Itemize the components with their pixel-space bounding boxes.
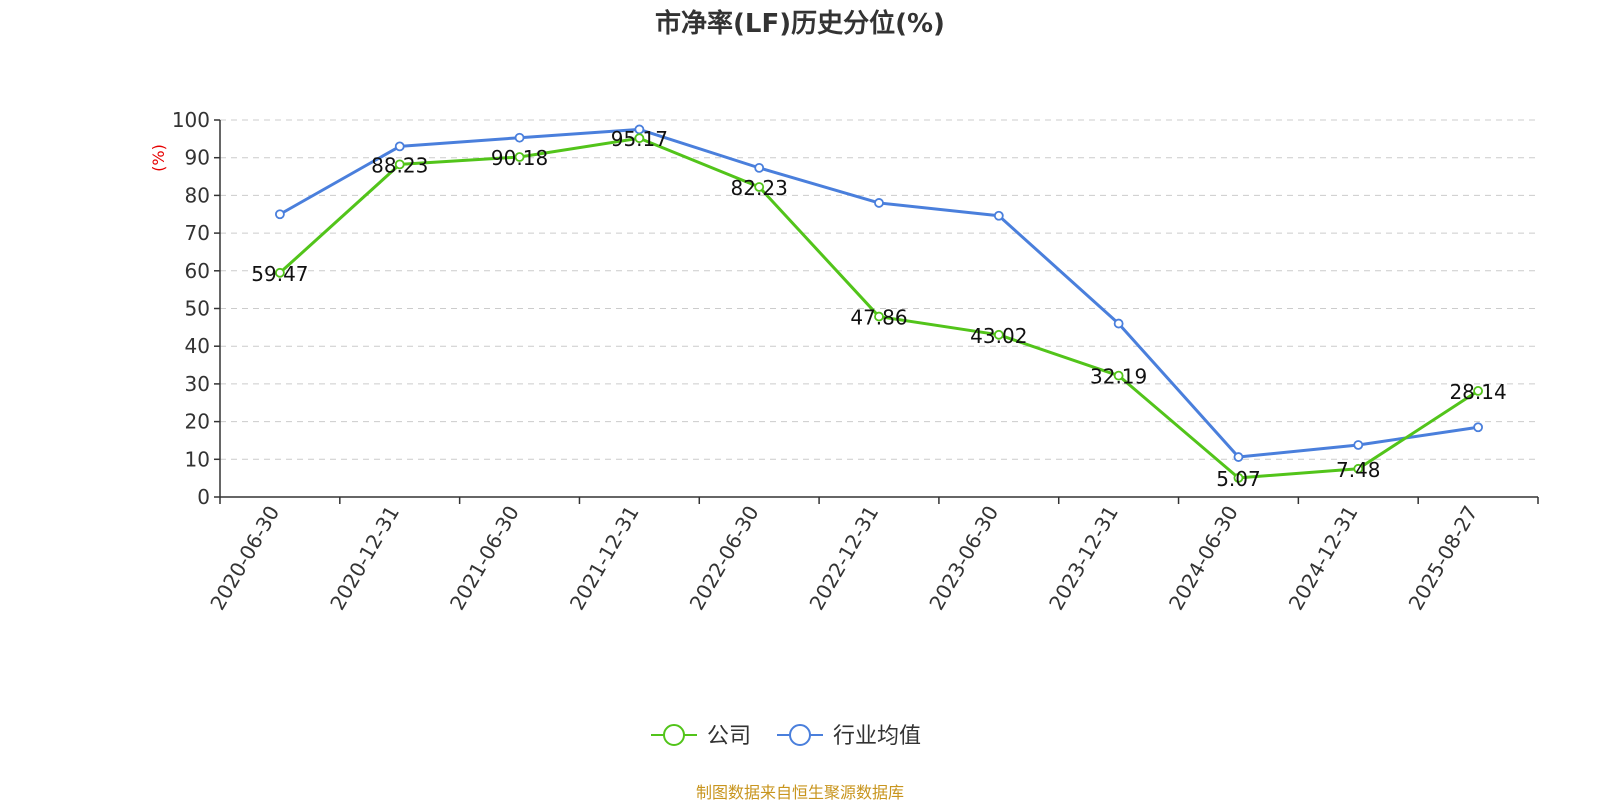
series-0-label-2: 90.18 bbox=[491, 146, 548, 170]
chart-title: 市净率(LF)历史分位(%) bbox=[655, 8, 945, 39]
label-layer: 59.47 88.23 90.18 95.17 82.23 47.86 43.02 32.19… bbox=[251, 127, 1506, 491]
series-0-point-6[interactable] bbox=[993, 329, 1004, 340]
x-tick-label-7: 2023-12-31 bbox=[1044, 502, 1123, 615]
legend-marker-0 bbox=[663, 724, 685, 746]
series-1-point-2[interactable] bbox=[514, 132, 525, 143]
y-tick-label-0: 0 bbox=[197, 485, 210, 509]
series-layer bbox=[275, 124, 1483, 483]
legend-label-0: 公司 bbox=[707, 724, 751, 749]
series-0-label-9: 7.48 bbox=[1336, 458, 1381, 482]
y-tick-label-8: 80 bbox=[185, 183, 210, 207]
series-1-point-8[interactable] bbox=[1233, 452, 1244, 462]
series-0-point-10[interactable] bbox=[1473, 386, 1483, 396]
x-tick-label-0: 2020-06-30 bbox=[205, 502, 284, 615]
y-tick-label-2: 20 bbox=[185, 410, 210, 434]
y-tick-label-5: 50 bbox=[185, 297, 210, 321]
series-0-point-9[interactable] bbox=[1353, 463, 1364, 474]
series-1-point-1[interactable] bbox=[394, 141, 405, 152]
x-tick-label-10: 2025-08-27 bbox=[1404, 502, 1483, 615]
y-tick-label-10: 100 bbox=[172, 108, 210, 132]
series-0-label-6: 43.02 bbox=[970, 324, 1027, 348]
series-0-point-0[interactable] bbox=[275, 267, 285, 278]
x-tick-label-4: 2022-06-30 bbox=[685, 502, 764, 615]
y-tick-label-3: 30 bbox=[185, 372, 210, 396]
y-tick-label-6: 60 bbox=[185, 259, 210, 283]
legend-item-1[interactable]: 行业均值 bbox=[777, 724, 921, 749]
series-1-point-0[interactable] bbox=[275, 209, 285, 220]
series-0-label-4: 82.23 bbox=[731, 176, 788, 200]
source-note: 制图数据来自恒生聚源数据库 bbox=[696, 783, 904, 800]
series-0-point-1[interactable] bbox=[394, 159, 405, 170]
y-tick-label-7: 70 bbox=[185, 221, 210, 245]
legend[interactable]: 公司 行业均值 bbox=[651, 724, 921, 749]
series-1-point-7[interactable] bbox=[1113, 318, 1124, 329]
y-tick-label-1: 10 bbox=[185, 447, 210, 471]
series-0-point-2[interactable] bbox=[514, 152, 525, 162]
series-0-label-1: 88.23 bbox=[371, 153, 428, 177]
x-tick-label-9: 2024-12-31 bbox=[1284, 502, 1363, 615]
series-0-label-7: 32.19 bbox=[1090, 365, 1147, 389]
series-0-label-5: 47.86 bbox=[850, 306, 907, 330]
y-tick-label-9: 90 bbox=[185, 146, 210, 170]
series-0-label-10: 28.14 bbox=[1449, 380, 1506, 404]
series-0-point-4[interactable] bbox=[754, 182, 765, 192]
legend-item-0[interactable]: 公司 bbox=[651, 724, 751, 749]
x-tick-label-3: 2021-12-31 bbox=[565, 502, 644, 615]
legend-marker-1 bbox=[789, 724, 811, 746]
y-axis-label: (%) bbox=[149, 144, 168, 172]
series-1-point-4[interactable] bbox=[754, 162, 765, 173]
series-0-label-8: 5.07 bbox=[1216, 467, 1261, 491]
x-tick-label-5: 2022-12-31 bbox=[804, 502, 883, 615]
series-0-point-5[interactable] bbox=[874, 311, 884, 322]
series-0-label-3: 95.17 bbox=[611, 127, 668, 151]
x-tick-label-2: 2021-06-30 bbox=[445, 502, 524, 615]
series-1-point-5[interactable] bbox=[874, 198, 884, 208]
series-1-point-9[interactable] bbox=[1353, 440, 1364, 450]
x-tick-label-1: 2020-12-31 bbox=[325, 502, 404, 615]
x-tick-label-6: 2023-06-30 bbox=[924, 501, 1003, 614]
series-0-point-8[interactable] bbox=[1233, 472, 1244, 483]
series-0-label-0: 59.47 bbox=[251, 262, 308, 286]
y-tick-label-4: 40 bbox=[185, 334, 210, 358]
legend-label-1: 行业均值 bbox=[833, 724, 921, 749]
series-1-point-6[interactable] bbox=[993, 210, 1004, 221]
series-0-point-3[interactable] bbox=[634, 133, 645, 144]
series-0-point-7[interactable] bbox=[1113, 370, 1124, 381]
series-1-point-10[interactable] bbox=[1473, 422, 1483, 433]
series-line-1 bbox=[279, 127, 1479, 459]
x-tick-label-8: 2024-06-30 bbox=[1164, 502, 1243, 615]
